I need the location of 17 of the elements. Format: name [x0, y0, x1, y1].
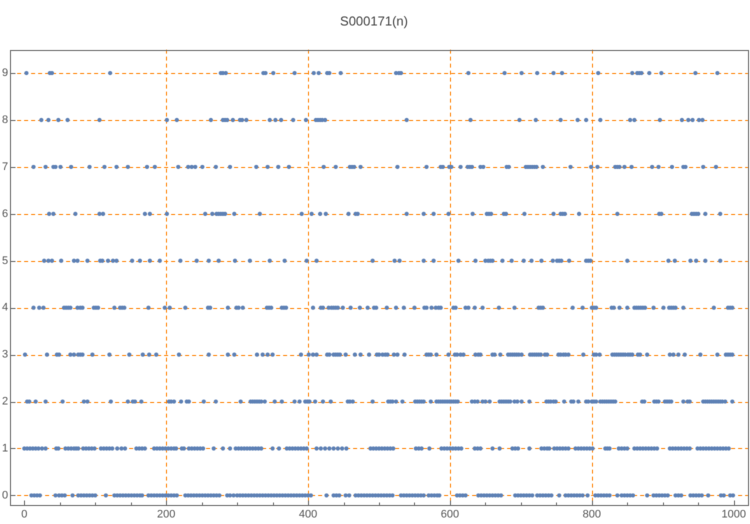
y-tick-label: 4 [2, 302, 8, 314]
x-tick-label: 0 [21, 508, 28, 520]
y-tick-label: 6 [2, 208, 8, 220]
chart-title: S000171(n) [340, 13, 408, 28]
x-tick-label: 200 [157, 508, 176, 520]
y-tick-label: 2 [2, 396, 8, 408]
y-tick-label: 9 [2, 67, 8, 80]
x-tick-label: 400 [298, 508, 318, 520]
y-tick-label: 5 [2, 254, 8, 267]
y-tick-label: 8 [2, 114, 8, 126]
x-tick-label: 1000 [721, 508, 746, 520]
x-tick-label: 600 [440, 508, 460, 520]
y-tick-label: 7 [2, 160, 8, 173]
y-tick-label: 1 [2, 442, 8, 455]
x-tick-label: 800 [582, 508, 602, 520]
y-tick-label: 3 [2, 348, 8, 361]
y-tick-label: 0 [2, 489, 8, 502]
